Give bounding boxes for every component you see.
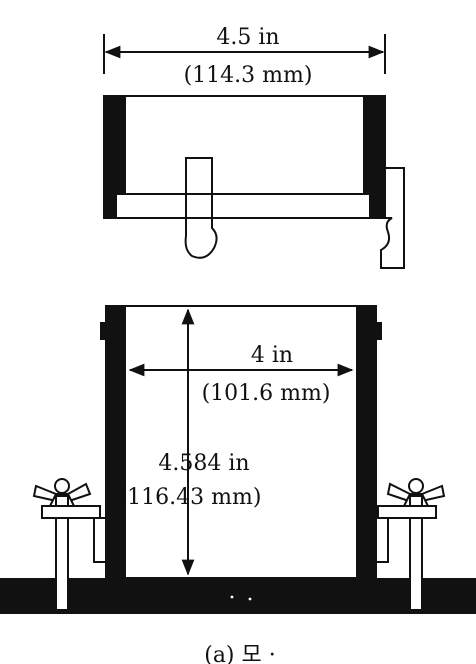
left-clamp-bar: [41, 505, 101, 519]
left-clamp-rod: [55, 495, 69, 611]
left-wing-nut-hub: [54, 478, 70, 494]
mold-left-wall: [106, 306, 126, 578]
collar-dimension-secondary: (114.3 mm): [184, 63, 313, 88]
right-wing-nut-icon: [386, 482, 446, 507]
figure-caption: (a) 모 ·: [204, 643, 276, 664]
mold-right-edge-notch: [376, 322, 382, 340]
collar-view: 4.5 in (114.3 mm): [103, 25, 405, 269]
mold-left-edge-notch: [100, 322, 106, 340]
base-speck: [248, 597, 252, 601]
collar-dimension-primary: 4.5 in: [216, 25, 279, 50]
base-speck: [230, 595, 234, 599]
collar-base-plate: [115, 193, 371, 219]
mold-height-secondary: (116.43 mm): [119, 485, 262, 510]
left-clamp-bracket: [93, 517, 107, 563]
right-clamp-rod: [409, 495, 423, 611]
mold-height-primary: 4.584 in: [158, 451, 249, 476]
collar-center-clip-hidden: [185, 158, 213, 194]
right-clamp-bar: [377, 505, 437, 519]
collar-left-wall: [104, 96, 126, 218]
mold-base-plate: [0, 578, 476, 614]
collar-center-clip: [184, 157, 218, 259]
left-wing-nut-clamp: [32, 478, 107, 611]
mold-outline: [105, 305, 377, 579]
right-clamp-bracket: [375, 517, 389, 563]
mold-diameter-primary: 4 in: [251, 343, 293, 368]
collar-right-wall: [363, 96, 385, 218]
mold-diameter-secondary: (101.6 mm): [202, 381, 331, 406]
right-wing-nut-hub: [408, 478, 424, 494]
mold-right-wall: [356, 306, 376, 578]
left-wing-nut-icon: [32, 482, 92, 507]
collar-right-clip: [380, 167, 405, 269]
mold-view: 4.584 in (116.43 mm) 4 in (101.6 mm): [0, 305, 476, 614]
right-wing-nut-clamp: [375, 478, 446, 611]
